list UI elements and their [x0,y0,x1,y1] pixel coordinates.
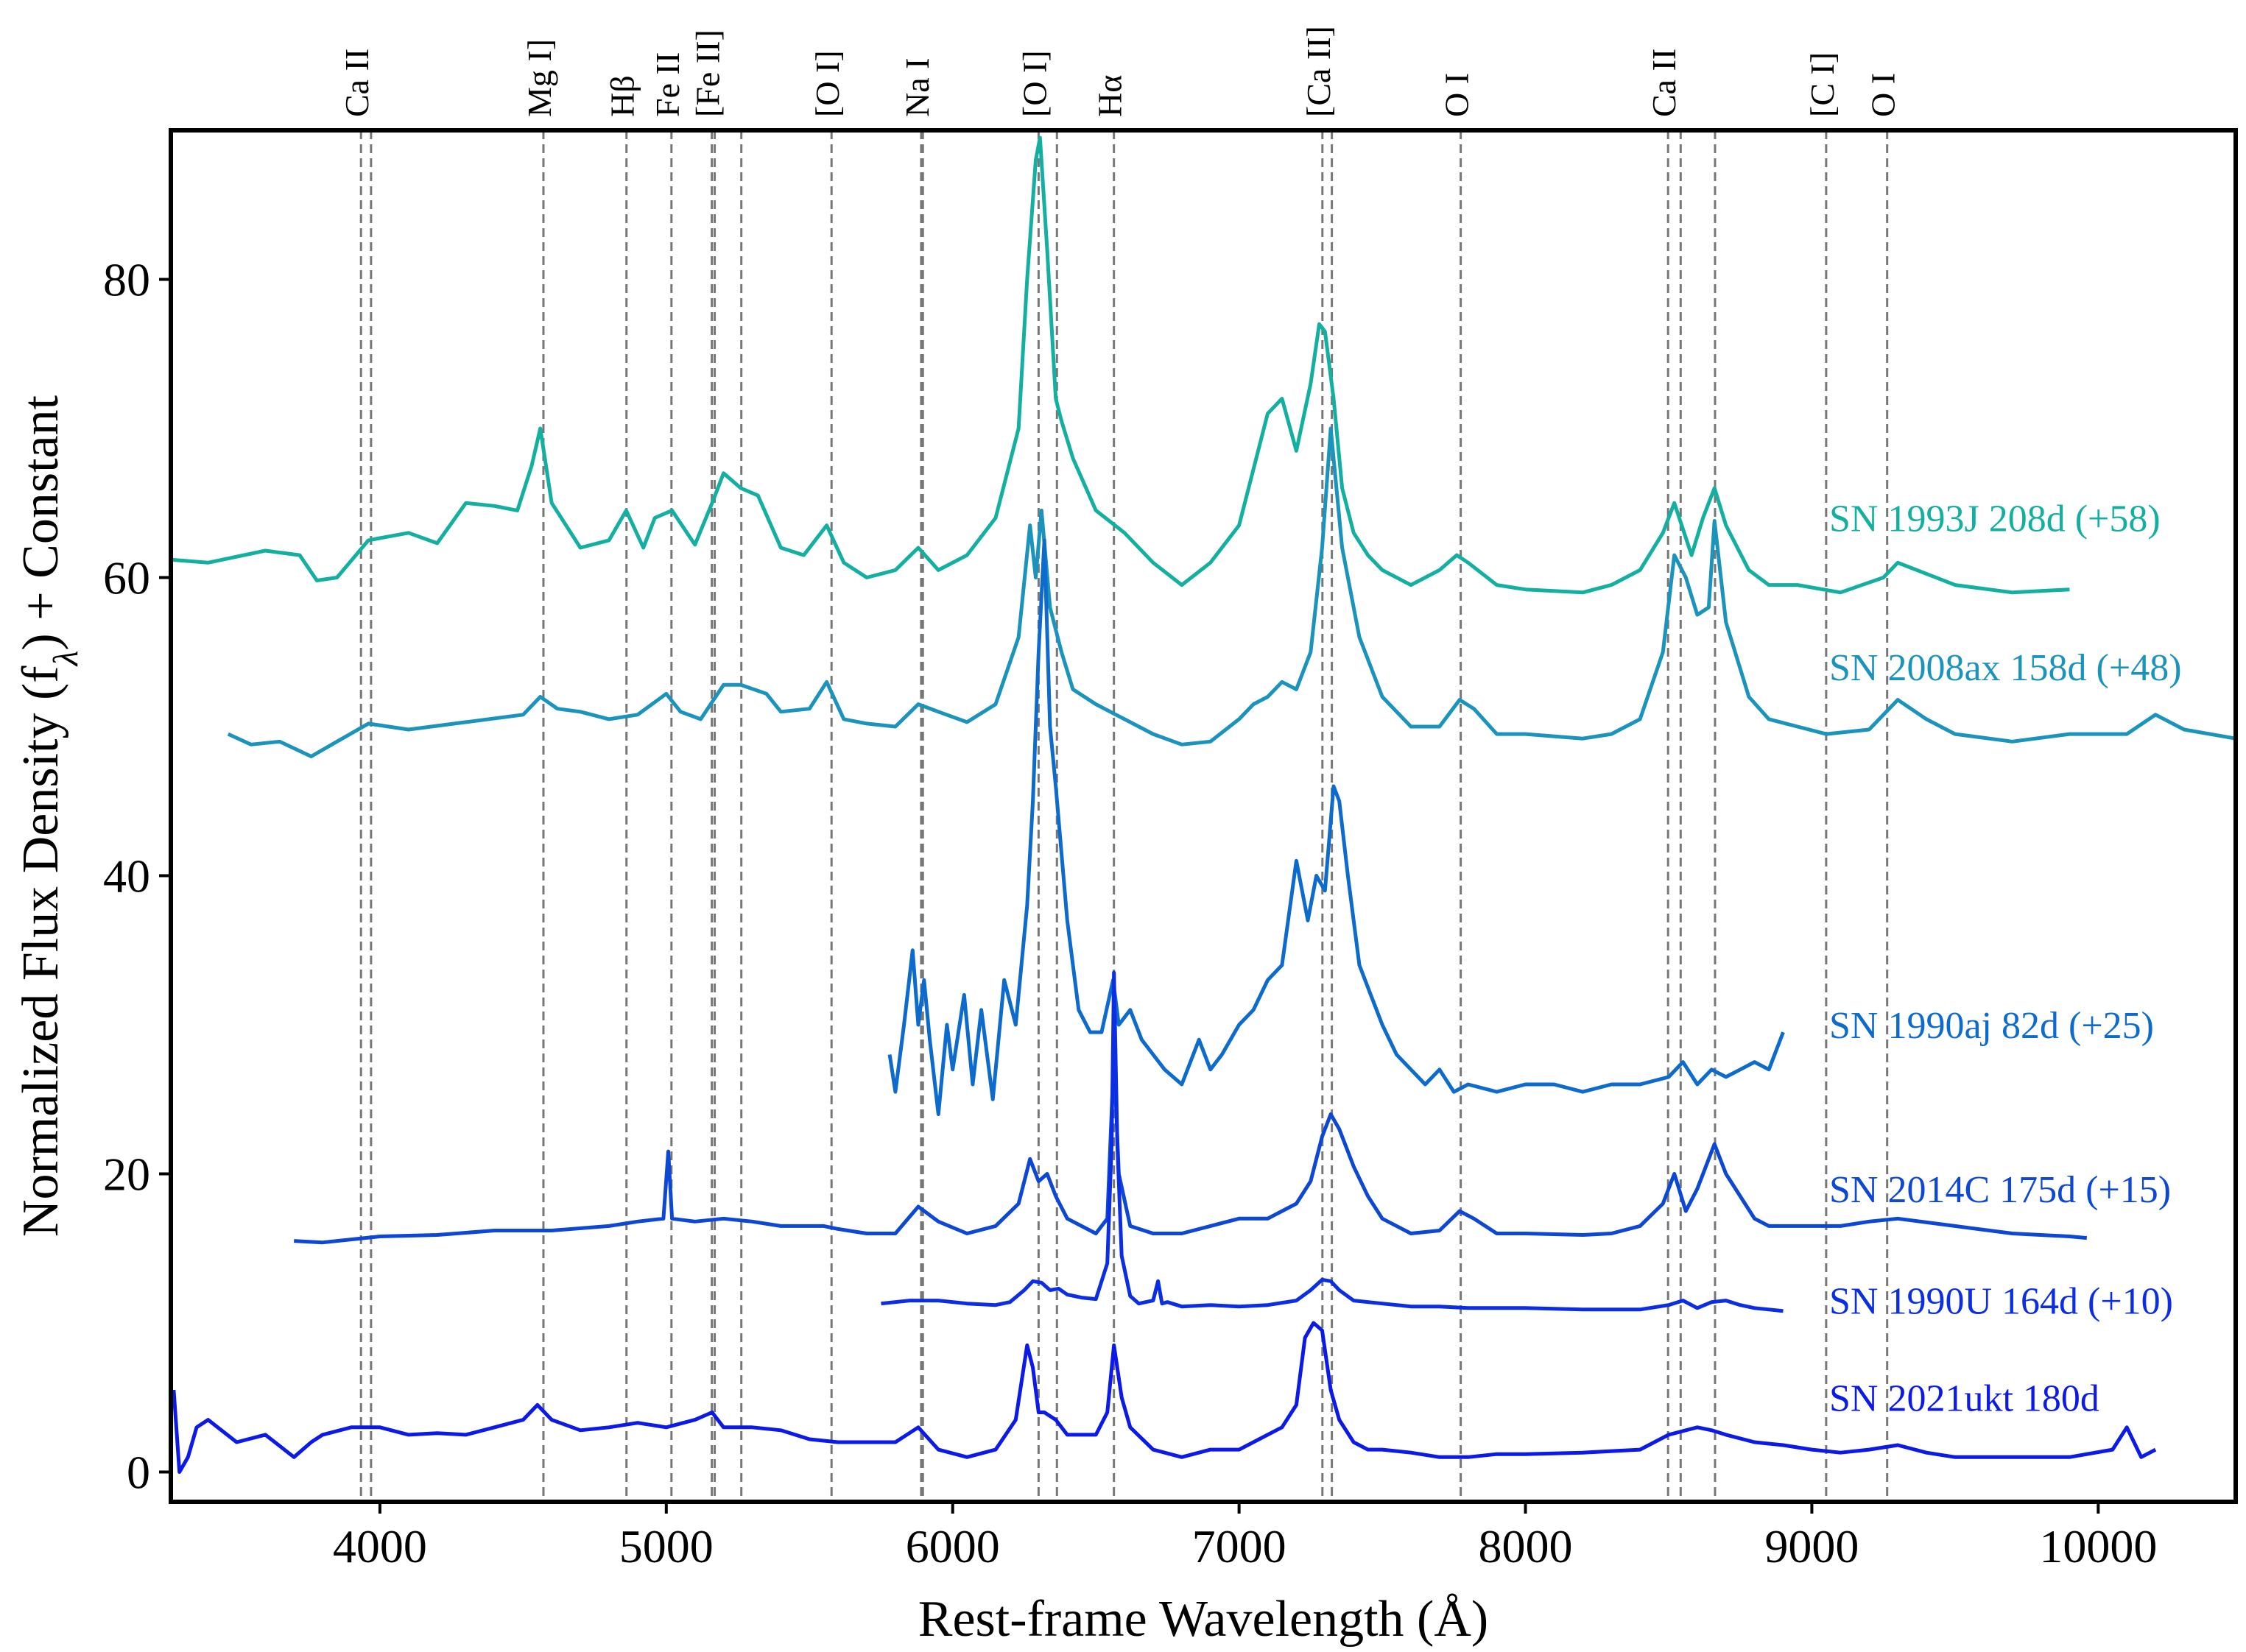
series-line-sn-1990u-164d-10 [881,970,1784,1313]
line-label-o-i: O I [1865,73,1902,117]
line-label-o-i: [O I] [1015,50,1053,117]
line-label-na-i: Na I [898,58,936,117]
x-tick-label: 4000 [333,1520,427,1572]
series-line-sn-1990aj-82d-25 [887,538,1785,1116]
series-label-sn-2008ax-158d-48: SN 2008ax 158d (+48) [1829,647,2182,689]
line-identification-markers [359,130,1889,1502]
x-axis-ticks: 4000 5000 6000 7000 8000 9000 10000 [333,1502,2157,1572]
series-label-sn-1990aj-82d-25: SN 1990aj 82d (+25) [1829,1005,2154,1047]
plot-frame [169,128,2238,1504]
series-label-sn-1993j-208d-58: SN 1993J 208d (+58) [1829,498,2161,540]
x-tick-label: 6000 [906,1520,1000,1572]
y-tick-label: 60 [103,552,150,604]
line-identification-labels: Ca II Mg I] Hβ Fe II [Fe II] [O I] Na I [O I] Hα… [338,26,1901,117]
y-tick-label: 40 [103,850,150,903]
y-axis-title: Normalized Flux Density (fλ) + Constant [13,395,85,1237]
y-axis-ticks: 0 20 40 60 80 [103,254,171,1499]
line-label-o-i: O I [1438,73,1476,117]
series-label-sn-1990u-164d-10: SN 1990U 164d (+10) [1829,1281,2173,1323]
line-label-ca-ii: [Ca II] [1300,26,1337,117]
series-label-sn-2021ukt-180d: SN 2021ukt 180d [1829,1377,2099,1419]
line-label-fe-ii: [Fe II] [689,29,727,117]
y-tick-label: 20 [103,1148,150,1201]
line-label-c-i: [C I] [1803,52,1841,117]
y-tick-label: 80 [103,254,150,306]
y-tick-label: 0 [127,1447,150,1499]
x-tick-label: 9000 [1764,1520,1859,1572]
x-tick-label: 5000 [619,1520,714,1572]
line-label-mg-i: Mg I] [521,39,558,117]
x-axis-title: Rest-frame Wavelength (Å) [918,1591,1488,1648]
line-label-ca-ii: Ca II [1645,49,1683,117]
y-axis-title-suffix: ) + Constant [13,395,69,650]
series-labels: SN 1993J 208d (+58) SN 2008ax 158d (+48) S… [1829,498,2182,1420]
series-line-sn-1993j-208d-58 [170,135,2070,595]
x-tick-label: 8000 [1479,1520,1573,1572]
series-line-sn-2021ukt-180d [172,1321,2157,1474]
series-label-sn-2014c-175d-15: SN 2014C 175d (+15) [1829,1169,2171,1211]
y-axis-title-sub: λ [46,651,85,668]
line-label-ca-ii: Ca II [338,49,376,117]
line-label-o-i: [O I] [809,50,846,117]
x-tick-label: 7000 [1192,1520,1286,1572]
line-label-h: Hα [1091,75,1129,117]
line-label-h: Hβ [604,75,641,117]
x-tick-label: 10000 [2039,1520,2157,1572]
spectra-series [170,135,2236,1474]
line-label-fe-ii: Fe II [649,52,686,117]
series-line-sn-2008ax-158d-48 [227,426,2236,758]
series-line-sn-2014c-175d-15 [294,1053,2088,1245]
y-axis-title-main: Normalized Flux Density (f [13,666,69,1237]
